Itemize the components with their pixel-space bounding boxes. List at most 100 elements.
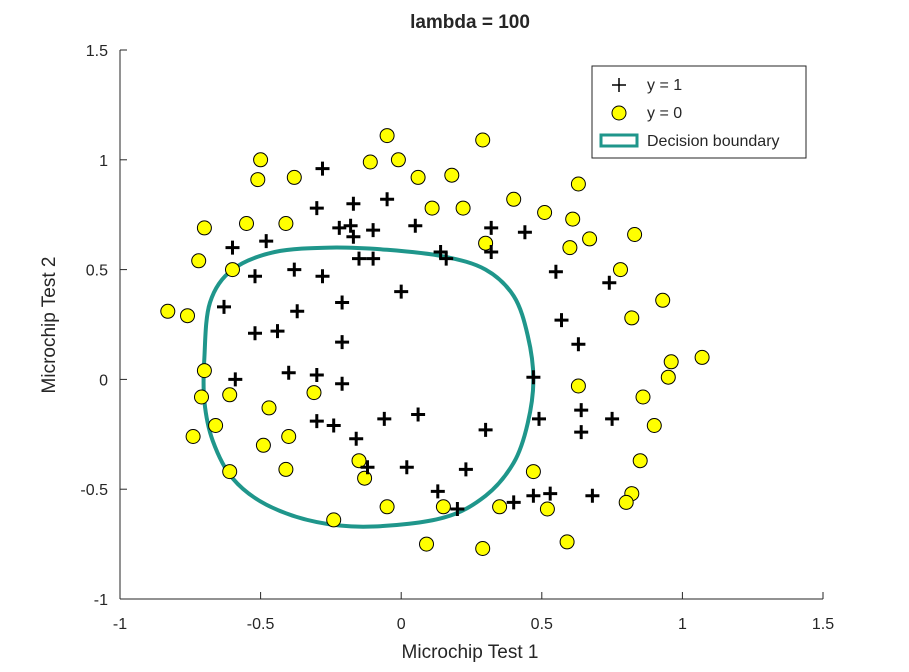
data-point-y1 [506, 495, 521, 510]
data-point-y0 [435, 499, 451, 515]
data-point-y1 [309, 368, 324, 382]
data-point-y1 [287, 262, 302, 277]
data-point-y1 [408, 218, 423, 233]
data-point-y0 [194, 389, 209, 405]
data-point-y1 [574, 425, 589, 440]
data-point-y1 [543, 486, 558, 501]
data-point-y0 [627, 227, 643, 242]
data-point-y0 [424, 200, 440, 216]
legend-label-negative: y = 0 [647, 105, 682, 122]
data-point-y0 [208, 418, 224, 433]
data-point-y0 [475, 132, 491, 148]
y-axis-label: Microchip Test 2 [39, 257, 60, 394]
data-point-y0 [660, 369, 676, 385]
data-point-y0 [351, 453, 367, 469]
data-point-y0 [239, 216, 254, 231]
data-point-y1 [360, 460, 375, 475]
data-point-y1 [450, 502, 465, 516]
data-point-y0 [160, 303, 176, 319]
y-tick-label: 0.5 [86, 263, 108, 280]
legend-circle-icon [611, 105, 627, 121]
data-point-y0 [478, 235, 494, 251]
x-tick-label: 0 [397, 616, 406, 633]
y-tick-label: 1 [99, 153, 108, 170]
data-point-y0 [357, 470, 373, 486]
data-point-y0 [570, 378, 586, 394]
data-point-y0 [261, 400, 277, 416]
data-point-y1 [602, 275, 617, 290]
data-point-y1 [517, 225, 532, 240]
data-point-y1 [270, 324, 285, 339]
data-point-y1 [281, 365, 296, 380]
data-point-y1 [377, 411, 392, 426]
x-tick-label: -0.5 [247, 616, 275, 633]
data-point-y1 [228, 372, 243, 387]
data-point-y0 [655, 292, 671, 308]
x-tick-label: -1 [113, 616, 127, 633]
legend-label-positive: y = 1 [647, 77, 682, 94]
data-point-y1 [335, 376, 350, 391]
data-point-y1 [259, 234, 274, 249]
data-point-y1 [484, 245, 499, 259]
data-point-y1 [380, 192, 395, 207]
data-point-y1 [225, 240, 240, 255]
data-point-y0 [624, 310, 640, 326]
data-point-y0 [559, 534, 575, 550]
data-point-y0 [390, 152, 406, 168]
x-tick-label: 1 [678, 616, 687, 633]
data-point-y0 [635, 389, 651, 405]
data-point-y0 [281, 429, 297, 444]
data-point-y1 [349, 431, 364, 446]
data-point-y1 [335, 335, 350, 350]
data-point-y1 [332, 220, 347, 235]
data-point-y0 [191, 253, 207, 269]
data-point-y0 [278, 461, 294, 477]
data-point-y0 [326, 512, 342, 528]
data-layer [160, 128, 710, 556]
x-axis-label: Microchip Test 1 [402, 642, 539, 663]
data-point-y1 [248, 269, 262, 284]
data-point-y1 [458, 462, 473, 477]
data-point-y1 [290, 304, 305, 319]
data-point-y0 [410, 169, 426, 185]
data-point-y0 [225, 262, 240, 278]
data-point-y0 [419, 536, 434, 552]
data-point-y0 [618, 494, 634, 510]
data-point-y1 [315, 161, 330, 176]
data-point-y0 [222, 387, 238, 403]
y-tick-label: -1 [94, 592, 108, 609]
data-point-y1 [430, 484, 445, 499]
legend-label-boundary: Decision boundary [647, 133, 780, 150]
data-point-y0 [180, 308, 195, 324]
data-point-y1 [574, 403, 589, 418]
data-point-y0 [306, 385, 322, 401]
data-point-y1 [366, 251, 381, 266]
data-point-y0 [286, 169, 302, 185]
data-point-y1 [343, 218, 358, 233]
data-point-y0 [255, 437, 271, 453]
data-point-y1 [554, 313, 569, 328]
data-point-y1 [315, 269, 330, 284]
data-point-y1 [217, 299, 231, 314]
data-point-y1 [532, 411, 546, 426]
data-point-y1 [248, 326, 262, 341]
data-point-y1 [585, 488, 600, 503]
data-point-y1 [366, 223, 381, 238]
data-point-y1 [335, 295, 350, 310]
data-point-y1 [548, 264, 563, 279]
data-point-y1 [478, 422, 493, 437]
y-tick-label: -0.5 [80, 482, 108, 499]
x-tick-label: 1.5 [812, 616, 834, 633]
data-point-y1 [571, 337, 586, 352]
data-point-y0 [475, 541, 491, 556]
data-point-y0 [582, 231, 598, 247]
data-point-y1 [439, 251, 454, 266]
data-point-y0 [570, 176, 586, 192]
data-point-y1 [399, 460, 414, 475]
data-point-y1 [526, 488, 541, 503]
data-point-y0 [632, 453, 648, 469]
legend: y = 1 y = 0 Decision boundary [591, 65, 807, 159]
y-tick-label: 1.5 [86, 43, 108, 60]
data-point-y0 [646, 418, 662, 433]
chart-title: lambda = 100 [410, 12, 530, 33]
